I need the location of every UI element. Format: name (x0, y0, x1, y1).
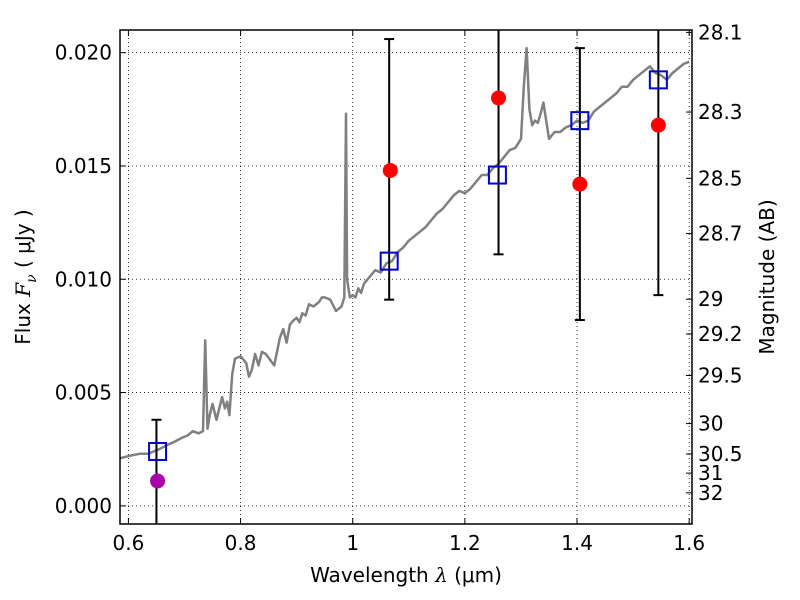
right-tick-label: 28.3 (698, 100, 743, 124)
model-flux-square (570, 111, 590, 131)
x-axis-label-prefix: Wavelength (310, 563, 435, 587)
model-flux-square (148, 441, 168, 461)
y-tick-label: 0.015 (55, 154, 112, 178)
x-tick-label: 1.4 (561, 531, 593, 555)
x-tick-label: 1.6 (673, 531, 705, 555)
x-tick-label: 0.8 (225, 531, 257, 555)
observed-flux-point (150, 473, 166, 489)
right-tick-label: 28.7 (698, 221, 743, 245)
series-layer (120, 30, 690, 524)
plot-frame (119, 29, 693, 525)
right-tick-label: 31 (698, 461, 723, 485)
right-tick-label: 29.5 (698, 363, 743, 387)
x-axis-label-symbol: λ (434, 563, 448, 587)
right-tick-label: 32 (698, 481, 723, 505)
right-tick-label: 28.5 (698, 166, 743, 190)
model-flux-square (648, 70, 668, 90)
x-tick-label: 1.2 (449, 531, 481, 555)
y-axis-label: Flux Fν ( μJy ) (11, 209, 40, 344)
right-axis-label: Magnitude (AB) (755, 199, 779, 354)
model-flux-square (487, 165, 507, 185)
template-spectrum-line (120, 46, 690, 460)
x-tick-label: 1 (346, 531, 359, 555)
plot-area (120, 30, 690, 524)
y-axis-label-prefix: Flux (11, 297, 35, 345)
right-tick-label: 30 (698, 412, 723, 436)
x-tick-label: 0.6 (113, 531, 145, 555)
y-tick-label: 0.005 (55, 381, 112, 405)
y-tick-label: 0.000 (55, 494, 112, 518)
y-axis-label-suffix: ( μJy ) (11, 209, 35, 274)
right-tick-label: 29.2 (698, 322, 743, 346)
axis-ticks: 0.6 0.8 1 1.2 1.4 1.6 0.000 0.005 0.010 0.015 0.02… (55, 20, 743, 555)
x-axis-label-suffix: (μm) (448, 563, 502, 587)
y-tick-label: 0.020 (55, 41, 112, 65)
x-axis-label: Wavelength λ (μm) (310, 563, 502, 587)
y-axis-label-subscript: ν (24, 274, 40, 283)
observed-flux-point (491, 90, 507, 106)
observed-flux-point (650, 117, 666, 133)
y-tick-label: 0.010 (55, 267, 112, 291)
model-flux-square (379, 251, 399, 271)
right-tick-label: 28.1 (698, 20, 743, 44)
right-tick-label: 29 (698, 287, 723, 311)
observed-flux-point (572, 176, 588, 192)
grid-lines (120, 30, 692, 524)
right-tick-label: 30.5 (698, 442, 743, 466)
y-axis-label-symbol: F (11, 282, 35, 298)
observed-flux-point (382, 162, 398, 178)
